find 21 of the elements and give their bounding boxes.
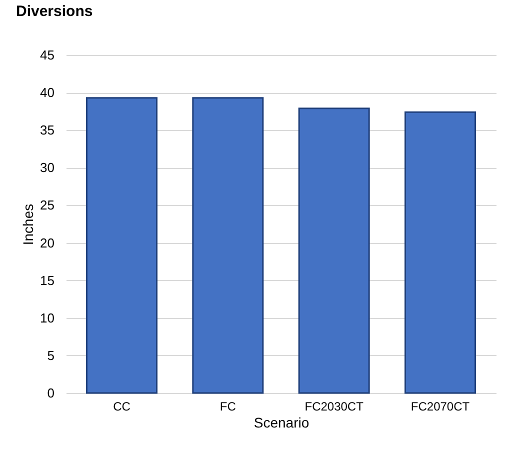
y-axis-title: Inches (20, 204, 36, 246)
bar (192, 97, 264, 394)
bar (86, 97, 158, 394)
y-tick-label: 20 (40, 235, 54, 250)
y-tick-label: 40 (40, 85, 54, 100)
y-tick-label: 25 (40, 198, 54, 213)
y-tick-label: 5 (47, 348, 54, 363)
y-tick-label: 15 (40, 272, 54, 288)
x-tick-label: FC (220, 400, 236, 414)
x-tick-label: FC2030CT (304, 400, 364, 414)
y-tick-label: 0 (47, 386, 54, 400)
bar (298, 108, 370, 394)
x-tick-label: FC2070CT (410, 400, 470, 414)
y-tick-label: 45 (40, 48, 54, 62)
y-tick-label: 30 (40, 160, 54, 176)
x-tick-label: CC (113, 400, 131, 414)
x-axis-title: Scenario (254, 414, 310, 430)
y-tick-label: 10 (40, 310, 54, 326)
y-tick-label: 35 (40, 122, 54, 138)
chart-title: Diversions (16, 3, 93, 20)
bar (404, 111, 476, 394)
